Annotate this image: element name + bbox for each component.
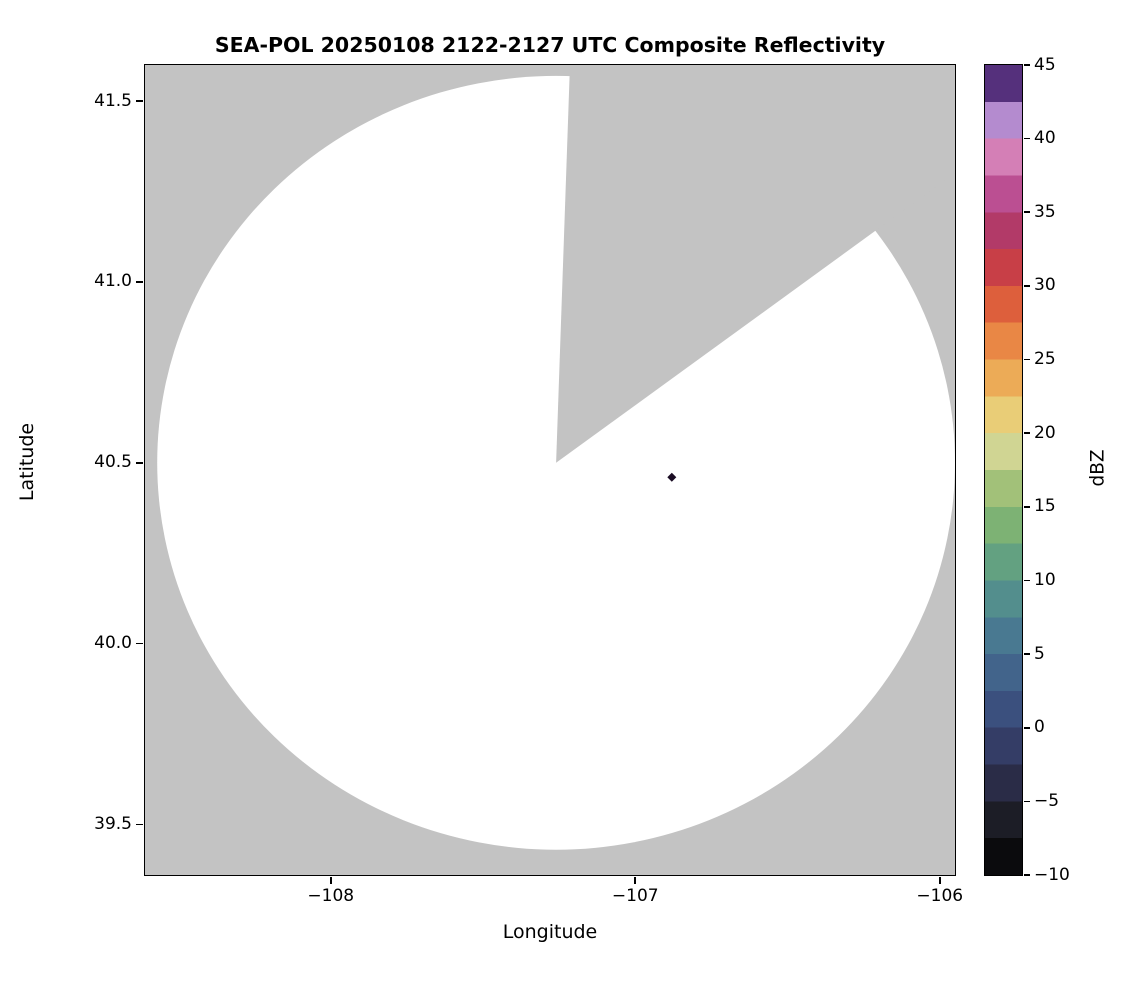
colorbar-tick-label: 30 bbox=[1034, 275, 1056, 296]
x-tick-label: −106 bbox=[916, 886, 964, 906]
y-tick-mark bbox=[136, 461, 144, 464]
colorbar-tick-label: 0 bbox=[1034, 717, 1045, 738]
y-tick-mark bbox=[136, 823, 144, 826]
colorbar-tick-label: 35 bbox=[1034, 201, 1056, 222]
colorbar-tick-mark bbox=[1023, 64, 1030, 66]
colorbar-tick-mark bbox=[1023, 285, 1030, 287]
blocked-sector-wedge bbox=[556, 65, 955, 463]
colorbar-tick-label: −5 bbox=[1034, 790, 1060, 811]
colorbar-tick-label: 20 bbox=[1034, 422, 1056, 443]
x-axis-label: Longitude bbox=[502, 921, 598, 943]
y-tick-label: 41.0 bbox=[94, 271, 132, 292]
colorbar-tick-label: 15 bbox=[1034, 496, 1056, 517]
colorbar-tick-label: 5 bbox=[1034, 643, 1045, 664]
colorbar-tick-label: 10 bbox=[1034, 569, 1056, 590]
colorbar bbox=[984, 64, 1023, 876]
y-tick-label: 40.5 bbox=[94, 452, 132, 473]
colorbar-label: dBZ bbox=[1087, 449, 1109, 487]
colorbar-tick-mark bbox=[1023, 874, 1030, 876]
x-tick-mark bbox=[634, 876, 637, 884]
colorbar-tick-mark bbox=[1023, 579, 1030, 582]
x-tick-label: −107 bbox=[611, 886, 659, 906]
x-tick-mark bbox=[329, 876, 332, 884]
colorbar-tick-mark bbox=[1023, 506, 1030, 508]
colorbar-tick-mark bbox=[1023, 137, 1030, 140]
radar-ppi-canvas bbox=[145, 65, 955, 875]
colorbar-tick-mark bbox=[1023, 726, 1030, 729]
y-tick-label: 39.5 bbox=[94, 813, 132, 834]
colorbar-tick-mark bbox=[1023, 432, 1030, 434]
echo-marker bbox=[667, 472, 677, 482]
colorbar-tick-label: 45 bbox=[1034, 54, 1056, 75]
y-tick-label: 41.5 bbox=[94, 90, 132, 111]
colorbar-tick-mark bbox=[1023, 800, 1030, 803]
colorbar-tick-label: 40 bbox=[1034, 128, 1056, 149]
chart-title: SEA-POL 20250108 2122-2127 UTC Composite… bbox=[214, 33, 886, 57]
y-tick-mark bbox=[136, 642, 144, 645]
y-tick-mark bbox=[136, 100, 144, 102]
colorbar-tick-mark bbox=[1023, 211, 1030, 214]
y-axis-label: Latitude bbox=[16, 422, 38, 502]
colorbar-tick-label: 25 bbox=[1034, 349, 1056, 370]
x-tick-label: −108 bbox=[307, 886, 355, 906]
colorbar-tick-mark bbox=[1023, 358, 1030, 361]
colorbar-tick-label: −10 bbox=[1034, 864, 1070, 885]
x-tick-mark bbox=[938, 876, 941, 884]
colorbar-tick-mark bbox=[1023, 653, 1030, 655]
plot-area bbox=[144, 64, 956, 876]
y-tick-mark bbox=[136, 281, 144, 283]
y-tick-label: 40.0 bbox=[94, 633, 132, 654]
